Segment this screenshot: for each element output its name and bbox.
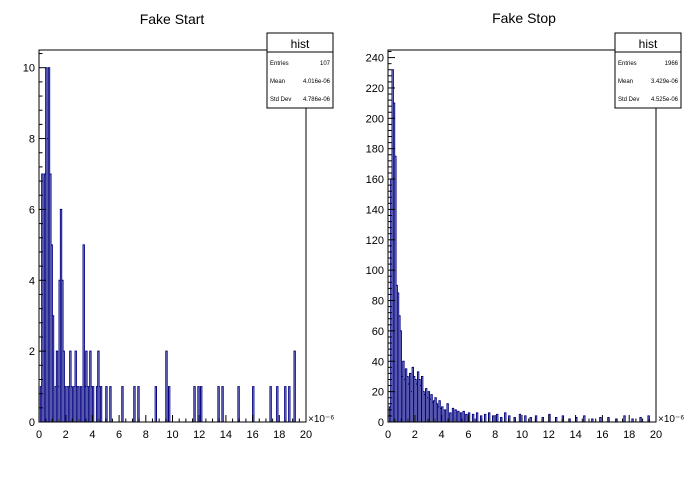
- x-tick-label: 12: [543, 429, 555, 441]
- y-tick-label: 240: [366, 53, 384, 65]
- x-tick-label: 8: [143, 429, 149, 441]
- x-tick-label: 2: [63, 429, 69, 441]
- y-tick-label: 220: [366, 83, 384, 95]
- y-tick-label: 120: [366, 235, 384, 247]
- histogram-panel-1: Fake Start 0 2 4 6 8 10 12 14 16 18 20 ×10⁻⁶ 0 2 4 6 8 10 h…: [23, 11, 335, 441]
- x-axis-multiplier: ×10⁻⁶: [308, 414, 334, 425]
- x-tick-label: 10: [516, 429, 528, 441]
- y-tick-label: 60: [372, 326, 384, 338]
- stats-label: Entries: [618, 61, 637, 67]
- y-tick-label: 100: [366, 265, 384, 277]
- x-tick-label: 16: [246, 429, 258, 441]
- stats-label: Std Dev: [618, 97, 639, 103]
- y-tick-label: 200: [366, 113, 384, 125]
- x-tick-label: 14: [569, 429, 581, 441]
- histogram-panel-2: Fake Stop 0 2 4 6 8 10 12 14 16 18 20 ×10⁻⁶ 0 20 40 60 80…: [366, 10, 685, 441]
- x-axis: 0 2 4 6 8 10 12 14 16 18 20 ×10⁻⁶: [36, 414, 334, 441]
- stats-value: 107: [320, 61, 331, 67]
- x-tick-label: 20: [300, 429, 312, 441]
- stats-box-frame: [614, 32, 682, 109]
- y-tick-label: 0: [29, 417, 35, 429]
- y-tick-label: 20: [372, 387, 384, 399]
- x-tick-label: 0: [36, 429, 42, 441]
- x-tick-label: 6: [116, 429, 122, 441]
- y-tick-label: 140: [366, 204, 384, 216]
- y-tick-label: 4: [29, 275, 35, 287]
- stats-box: hist Entries 107 Mean 4.016e-06 Std Dev 4.786e…: [266, 32, 334, 109]
- y-tick-label: 160: [366, 174, 384, 186]
- stats-label: Entries: [270, 61, 289, 67]
- stats-label: Mean: [270, 79, 285, 85]
- stats-box-frame: [266, 32, 334, 109]
- x-tick-label: 2: [412, 429, 418, 441]
- x-tick-label: 8: [492, 429, 498, 441]
- y-tick-label: 8: [29, 134, 35, 146]
- x-tick-label: 20: [650, 429, 662, 441]
- stats-label: Mean: [618, 79, 633, 85]
- x-tick-label: 6: [465, 429, 471, 441]
- x-tick-label: 18: [273, 429, 285, 441]
- stats-value: 4.786e-06: [303, 97, 331, 103]
- stats-value: 4.525e-06: [651, 97, 679, 103]
- y-tick-label: 0: [378, 417, 384, 429]
- y-axis: 0 2 4 6 8 10: [23, 53, 46, 429]
- stats-value: 4.016e-06: [303, 79, 331, 85]
- chart-title: Fake Start: [140, 11, 205, 27]
- stats-box-title: hist: [639, 37, 658, 51]
- x-tick-label: 14: [220, 429, 232, 441]
- y-tick-label: 6: [29, 204, 35, 216]
- stats-label: Std Dev: [270, 97, 291, 103]
- stats-box: hist Entries 1966 Mean 3.429e-06 Std Dev 4.525…: [614, 32, 682, 109]
- x-tick-label: 12: [193, 429, 205, 441]
- x-tick-label: 16: [596, 429, 608, 441]
- y-tick-label: 80: [372, 296, 384, 308]
- stats-value: 3.429e-06: [651, 79, 679, 85]
- x-tick-label: 0: [385, 429, 391, 441]
- y-tick-label: 10: [23, 63, 35, 75]
- x-tick-label: 10: [166, 429, 178, 441]
- stats-value: 1966: [665, 61, 679, 67]
- y-tick-label: 40: [372, 356, 384, 368]
- y-tick-label: 2: [29, 346, 35, 358]
- x-tick-label: 18: [623, 429, 635, 441]
- stats-box-title: hist: [291, 37, 310, 51]
- y-axis: 0 20 40 60 80 100 120 140 160 180 200 220 240: [366, 51, 395, 429]
- x-tick-label: 4: [439, 429, 445, 441]
- x-tick-label: 4: [89, 429, 95, 441]
- x-axis-multiplier: ×10⁻⁶: [658, 414, 684, 425]
- y-tick-label: 180: [366, 144, 384, 156]
- chart-title: Fake Stop: [492, 10, 556, 26]
- x-axis: 0 2 4 6 8 10 12 14 16 18 20 ×10⁻⁶: [385, 414, 684, 441]
